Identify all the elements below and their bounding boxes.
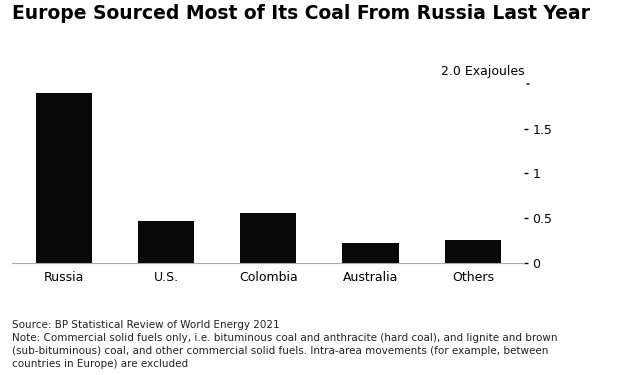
Text: Source: BP Statistical Review of World Energy 2021
Note: Commercial solid fuels : Source: BP Statistical Review of World E… [12, 320, 558, 369]
Bar [138, 220, 194, 262]
Text: 2.0 Exajoules: 2.0 Exajoules [441, 65, 524, 78]
Bar [445, 240, 501, 262]
Bar [343, 243, 399, 262]
Bar [240, 213, 296, 262]
Text: Europe Sourced Most of Its Coal From Russia Last Year: Europe Sourced Most of Its Coal From Rus… [12, 4, 590, 23]
Bar [36, 93, 92, 262]
